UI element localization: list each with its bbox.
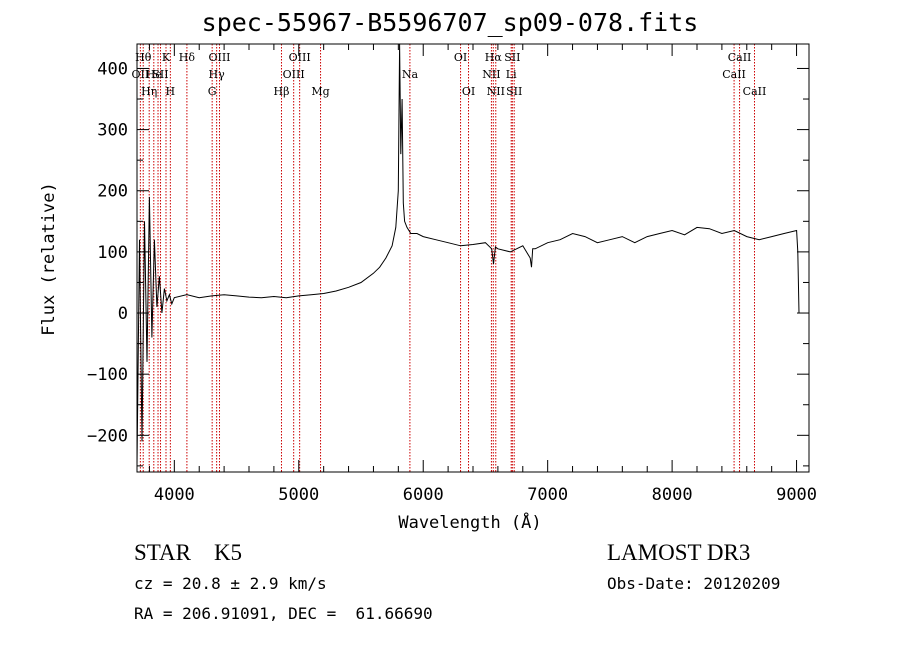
y-tick-label: 0 [118, 304, 128, 324]
y-tick-label: 300 [97, 121, 128, 141]
spectral-line-label: OIII [283, 68, 305, 81]
spectral-line-label: CaII [743, 85, 767, 98]
spectral-line-label: Na [402, 68, 419, 81]
spectral-line-label: He [146, 68, 162, 81]
y-tick-label: 200 [97, 182, 128, 202]
x-tick-label: 6000 [403, 485, 444, 505]
spectral-line-label: OI [462, 85, 475, 98]
x-tick-label: 9000 [776, 485, 817, 505]
y-tick-label: 100 [97, 243, 128, 263]
spectral-line-label: OIII [289, 51, 311, 64]
chart-title: spec-55967-B5596707_sp09-078.fits [201, 8, 699, 37]
x-tick-label: 4000 [154, 485, 195, 505]
spectral-line-label: OIII [208, 51, 230, 64]
spectral-line-label: Hθ [135, 51, 152, 64]
spectral-line-label: Hη [141, 85, 157, 98]
x-tick-label: 7000 [527, 485, 568, 505]
coordinates: RA = 206.91091, DEC = 61.66690 [134, 604, 433, 623]
x-tick-label: 8000 [652, 485, 693, 505]
spectral-line-label: OII [132, 68, 150, 81]
spectral-line-label: K [162, 51, 171, 64]
observation-date: Obs-Date: 20120209 [607, 574, 781, 593]
y-tick-label: −200 [87, 426, 128, 446]
redshift-velocity: cz = 20.8 ± 2.9 km/s [134, 574, 327, 593]
spectral-line-label: G [208, 85, 217, 98]
axes-layer: 4000 5000 6000 7000 8000 9000 −200 −100 0 100 200 3… [87, 43, 817, 505]
y-axis-label: Flux (relative) [39, 182, 59, 336]
spectral-line-label: SII [152, 68, 168, 81]
spectral-line-label: Hγ [209, 68, 226, 81]
spectral-line-label: Hβ [274, 85, 290, 98]
spectral-line-label: NII [487, 85, 505, 98]
flux-series-line [136, 43, 800, 466]
spectral-line-label: Hδ [179, 51, 196, 64]
x-tick-label: 5000 [278, 485, 319, 505]
spectral-line-label: CaII [722, 68, 746, 81]
plot-frame [136, 43, 810, 473]
spectral-line-label: NII [482, 68, 500, 81]
spectral-lines-layer [139, 44, 755, 472]
spectral-line-label: Hα [485, 51, 503, 64]
spectral-line-label: SII [506, 85, 522, 98]
spectral-line-label: Li [506, 68, 517, 81]
y-tick-label: −100 [87, 365, 128, 385]
object-class: STAR K5 [134, 540, 243, 565]
spectral-line-label: CaII [728, 51, 752, 64]
y-tick-label: 400 [97, 59, 128, 79]
spectral-line-label: Mg [311, 85, 329, 98]
spectral-line-label: H [166, 85, 176, 98]
spectral-line-label: OI [454, 51, 467, 64]
spectral-line-labels-layer: OIIHθHηHeSIIKHHδGHγOIIIHβOIIIOIIIMgNaOIO… [132, 51, 767, 98]
x-axis-label: Wavelength (Å) [398, 511, 541, 533]
survey-name: LAMOST DR3 [607, 540, 751, 565]
spectral-line-label: SII [504, 51, 520, 64]
